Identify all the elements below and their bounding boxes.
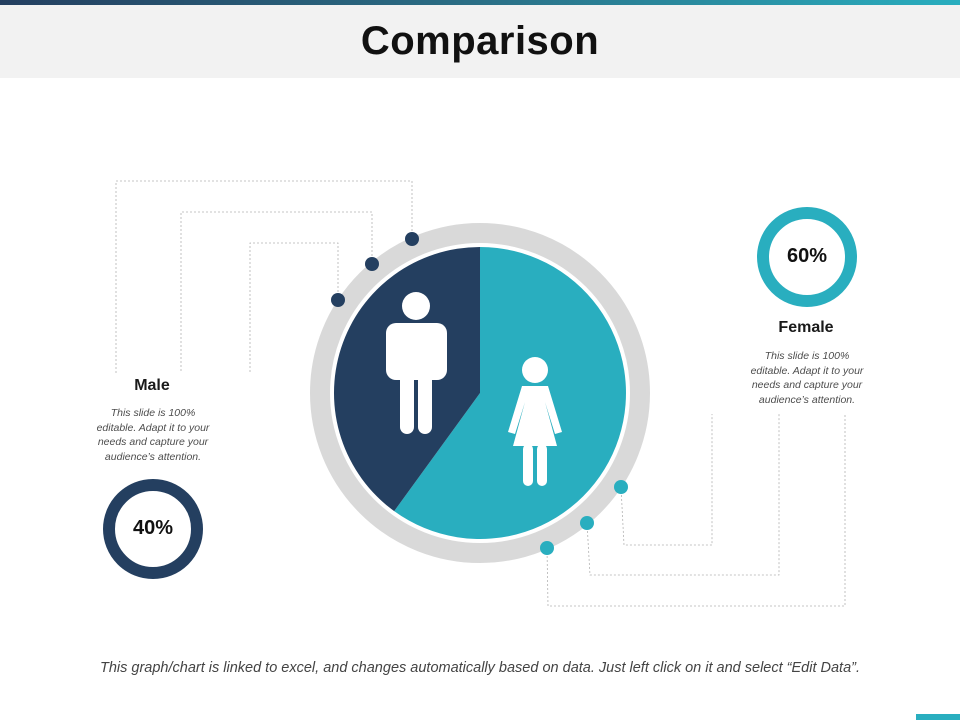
female-person-icon <box>508 357 562 486</box>
corner-accent <box>916 714 960 720</box>
male-connector-dot <box>365 257 379 271</box>
page-title: Comparison <box>360 19 600 63</box>
title-band: Comparison <box>0 5 960 78</box>
footer-note: This graph/chart is linked to excel, and… <box>99 660 861 676</box>
male-percent-value: 40% <box>132 517 174 539</box>
female-percent-ring <box>757 207 857 307</box>
male-description-line: audience’s attention. <box>104 450 202 463</box>
male-connectors <box>115 180 413 373</box>
female-description-line: This slide is 100% <box>764 350 850 362</box>
pie-slice-female <box>394 247 626 539</box>
female-connector-line <box>620 414 713 546</box>
female-label: Female <box>778 319 834 336</box>
male-percent-ring <box>103 479 203 579</box>
male-connector-line <box>115 180 413 373</box>
female-description-line: editable. Adapt it to your <box>750 364 864 377</box>
pie-slices <box>333 246 626 539</box>
female-description-line: audience’s attention. <box>758 393 856 406</box>
pie-outer-ring <box>310 223 650 563</box>
female-connector-dot <box>614 480 628 494</box>
male-connector-dot <box>405 232 419 246</box>
male-label: Male <box>134 377 170 394</box>
male-connector-dot <box>331 293 345 307</box>
male-connector-line <box>249 242 339 373</box>
male-description: This slide is 100% editable. Adapt it to… <box>73 406 233 464</box>
female-connector-line <box>586 414 780 576</box>
male-description-line: editable. Adapt it to your <box>96 421 210 434</box>
female-connector-dot <box>580 516 594 530</box>
male-person-icon <box>386 292 447 434</box>
male-description-line: needs and capture your <box>97 436 209 448</box>
female-description: This slide is 100% editable. Adapt it to… <box>727 349 887 407</box>
female-description-line: needs and capture your <box>751 379 863 391</box>
male-description-line: This slide is 100% <box>110 407 196 419</box>
female-percent-value: 60% <box>786 245 828 267</box>
female-connector-line <box>546 414 846 607</box>
top-accent-bar <box>0 0 960 5</box>
female-connectors <box>546 414 846 607</box>
female-connector-dot <box>540 541 554 555</box>
male-connector-line <box>180 211 373 373</box>
